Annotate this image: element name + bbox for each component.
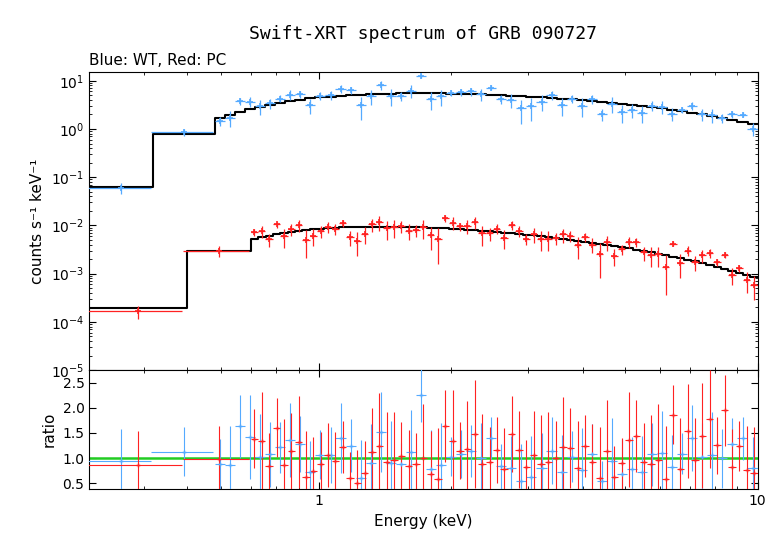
Text: Swift-XRT spectrum of GRB 090727: Swift-XRT spectrum of GRB 090727 xyxy=(249,25,598,43)
Y-axis label: counts s⁻¹ keV⁻¹: counts s⁻¹ keV⁻¹ xyxy=(30,158,45,284)
X-axis label: Energy (keV): Energy (keV) xyxy=(375,514,472,529)
Y-axis label: ratio: ratio xyxy=(42,412,57,448)
Text: Blue: WT, Red: PC: Blue: WT, Red: PC xyxy=(89,53,227,68)
